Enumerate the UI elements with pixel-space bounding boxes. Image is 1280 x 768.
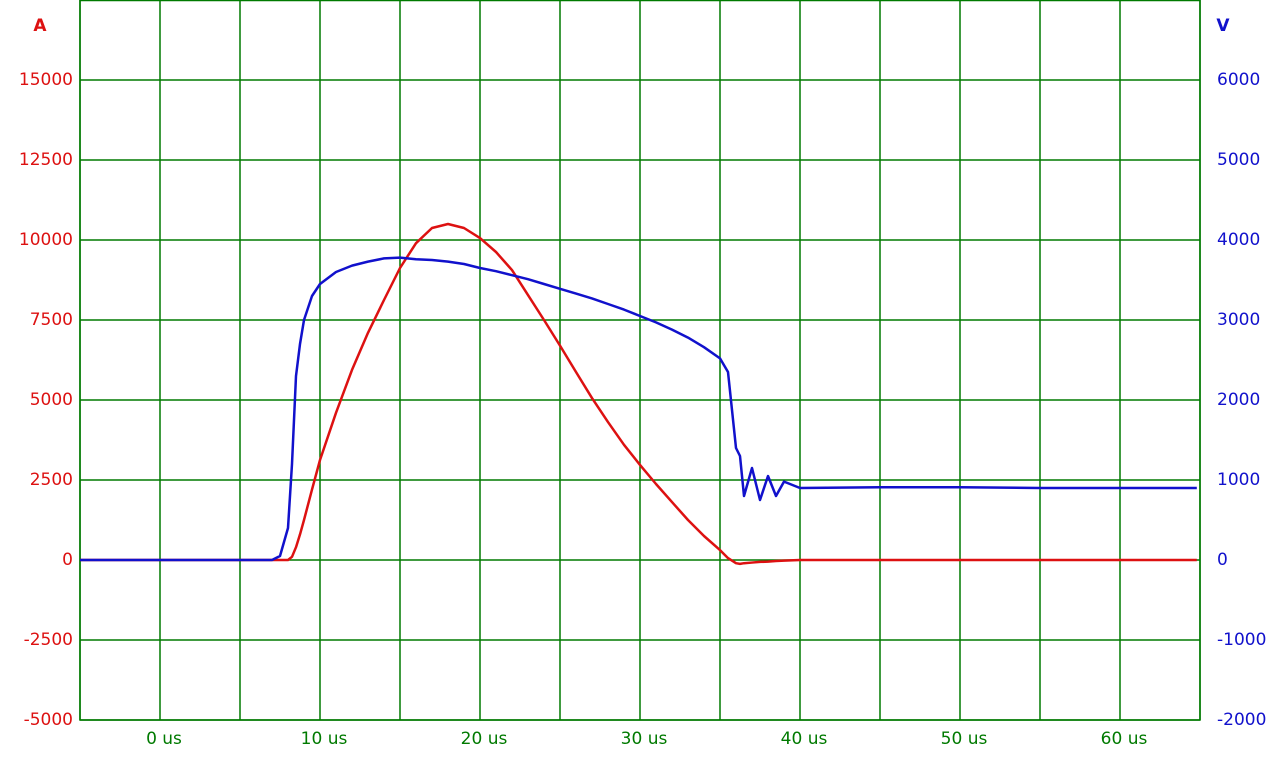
y2-tick-label: 0 bbox=[1217, 550, 1228, 570]
y-tick-label: 5000 bbox=[30, 390, 73, 410]
data-line bbox=[80, 256, 1197, 562]
y2-tick-label: 6000 bbox=[1217, 70, 1260, 90]
x-tick-label: 0 us bbox=[146, 729, 182, 749]
x-tick-label: 20 us bbox=[461, 729, 508, 749]
y-axis-label: A bbox=[33, 16, 47, 36]
y-tick-label: 7500 bbox=[30, 310, 73, 330]
y-tick-label: -2500 bbox=[24, 630, 73, 650]
y-tick-label: 2500 bbox=[30, 470, 73, 490]
x-tick-label: 50 us bbox=[941, 729, 988, 749]
y2-tick-label: 1000 bbox=[1217, 470, 1260, 490]
y-tick-label: 15000 bbox=[19, 70, 73, 90]
x-tick-label: 40 us bbox=[781, 729, 828, 749]
y2-tick-label: 3000 bbox=[1217, 310, 1260, 330]
x-tick-label: 30 us bbox=[621, 729, 668, 749]
y-tick-label: 0 bbox=[62, 550, 73, 570]
y2-tick-label: 5000 bbox=[1217, 150, 1260, 170]
y2-axis-label: V bbox=[1216, 16, 1230, 36]
y2-tick-label: -1000 bbox=[1217, 630, 1266, 650]
y2-tick-label: 2000 bbox=[1217, 390, 1260, 410]
y-tick-label: 10000 bbox=[19, 230, 73, 250]
x-tick-label: 10 us bbox=[301, 729, 348, 749]
y-tick-label: 12500 bbox=[19, 150, 73, 170]
data-line bbox=[80, 222, 1197, 566]
y2-tick-label: -2000 bbox=[1217, 710, 1266, 730]
y2-tick-label: 4000 bbox=[1217, 230, 1260, 250]
y-tick-label: -5000 bbox=[24, 710, 73, 730]
x-tick-label: 60 us bbox=[1101, 729, 1148, 749]
